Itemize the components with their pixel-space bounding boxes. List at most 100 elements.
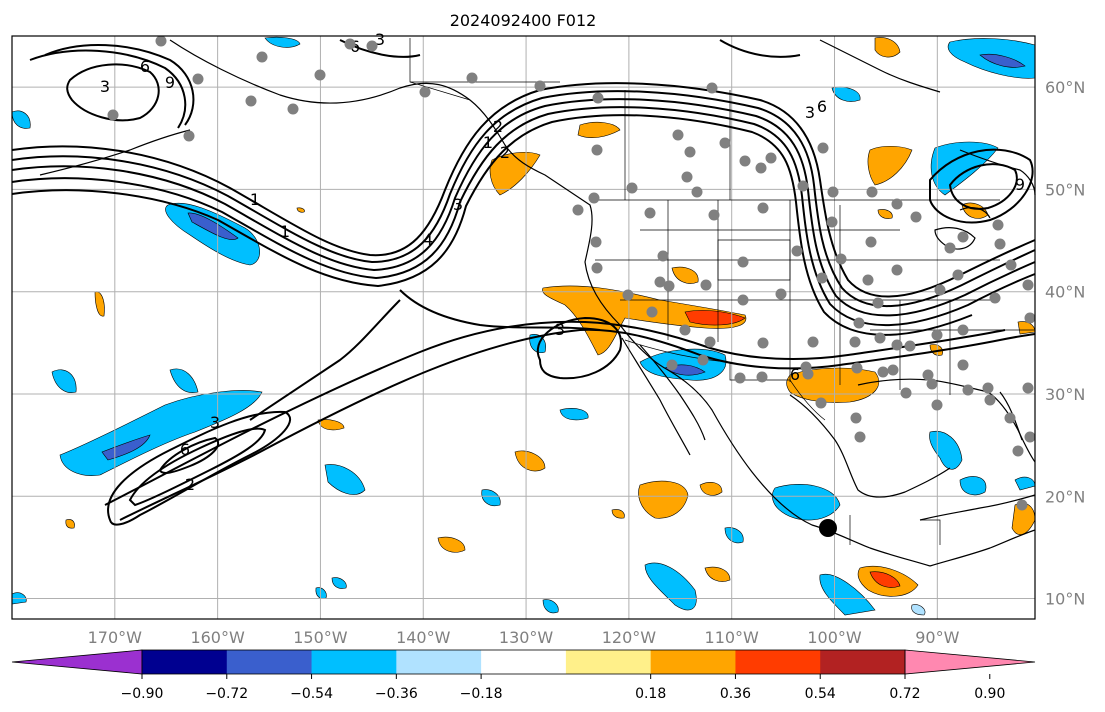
station-dot [865, 236, 877, 248]
station-dot [962, 384, 974, 396]
longitude-labels: 170°W 160°W 150°W 140°W 130°W 120°W 110°W 100°W… [88, 628, 960, 647]
station-dot [734, 372, 746, 384]
station-dot [419, 86, 431, 98]
station-dot [826, 216, 838, 228]
lat-label: 40°N [1045, 283, 1085, 302]
lon-label: 90°W [915, 628, 959, 647]
station-dot [853, 317, 865, 329]
station-dot [900, 387, 912, 399]
station-dot [891, 198, 903, 210]
station-dot [737, 256, 749, 268]
station-dot [591, 262, 603, 274]
colorbar-segment [396, 650, 482, 674]
colorbar-tick-label: 0.36 [720, 686, 751, 702]
colorbar-tick-label: 0.72 [889, 686, 920, 702]
station-dot [982, 382, 994, 394]
lat-label: 10°N [1045, 590, 1085, 609]
station-dot [646, 306, 658, 318]
colorbar-tick-label: 0.90 [974, 686, 1005, 702]
station-dot [679, 324, 691, 336]
station-dot [287, 103, 299, 115]
colorbar-tick-label: −0.36 [375, 686, 418, 702]
contour-label: 3 [555, 320, 565, 339]
station-dot [827, 186, 839, 198]
station-dot [704, 336, 716, 348]
station-dot [590, 236, 602, 248]
station-dot [626, 182, 638, 194]
station-dot [691, 186, 703, 198]
colorbar-segment [481, 650, 567, 674]
colorbar-tick-label: −0.72 [205, 686, 248, 702]
station-dot [952, 269, 964, 281]
lon-label: 150°W [293, 628, 348, 647]
station-dot [816, 272, 828, 284]
contour-label: 6 [350, 37, 360, 56]
station-dot [1024, 431, 1036, 443]
colorbar [11, 649, 1036, 675]
colorbar-tick-label: 0.18 [635, 686, 666, 702]
station-dot [155, 35, 167, 47]
station-dot [739, 155, 751, 167]
lon-label: 170°W [88, 628, 143, 647]
station-dot [877, 366, 889, 378]
station-dot [654, 276, 666, 288]
contour-label: 6 [790, 365, 800, 384]
colorbar-tick-label: −0.54 [290, 686, 333, 702]
station-dot [672, 129, 684, 141]
lon-label: 120°W [602, 628, 657, 647]
contour-label: 4 [423, 230, 433, 249]
station-dot [657, 250, 669, 262]
station-dot [891, 339, 903, 351]
lon-label: 130°W [499, 628, 554, 647]
contour-label: 1 [280, 222, 290, 241]
lat-label: 60°N [1045, 78, 1085, 97]
station-dot [815, 397, 827, 409]
station-dot [891, 264, 903, 276]
station-markers [107, 35, 1036, 511]
station-dot [791, 245, 803, 257]
station-dot [866, 186, 878, 198]
station-dot [663, 280, 675, 292]
station-dot [994, 238, 1006, 250]
station-dot [591, 144, 603, 156]
station-dot [644, 207, 656, 219]
station-dot [775, 288, 787, 300]
contour-label: 1 [250, 190, 260, 209]
colorbar-segment [735, 650, 821, 674]
station-dot [1024, 312, 1036, 324]
contour-label: 3 [100, 77, 110, 96]
station-dot [757, 337, 769, 349]
station-dot [862, 274, 874, 286]
station-dot [850, 412, 862, 424]
station-dot [874, 332, 886, 344]
station-dot [1022, 279, 1034, 291]
station-dot [992, 219, 1004, 231]
station-dot [588, 192, 600, 204]
colorbar-segment [650, 650, 736, 674]
station-dot [107, 109, 119, 121]
contour-label: 6 [817, 97, 827, 116]
station-dot [719, 137, 731, 149]
station-dot [887, 364, 899, 376]
station-dot [706, 82, 718, 94]
station-dot [344, 38, 356, 50]
contour-label: 2 [500, 143, 510, 162]
lon-label: 140°W [396, 628, 451, 647]
colorbar-segment [311, 650, 397, 674]
station-dot [910, 211, 922, 223]
positive-shading [65, 37, 1036, 597]
station-dot [756, 371, 768, 383]
station-dot [183, 130, 195, 142]
station-dot [851, 362, 863, 374]
station-dot [957, 231, 969, 243]
contour-label: 6 [140, 57, 150, 76]
station-dot [934, 284, 946, 296]
station-dot [592, 92, 604, 104]
station-dot [817, 142, 829, 154]
colorbar-tick-label: −0.18 [460, 686, 503, 702]
contour-label: 3 [805, 103, 815, 122]
station-dot [931, 399, 943, 411]
station-dot [192, 73, 204, 85]
contour-label: 3 [210, 413, 220, 432]
